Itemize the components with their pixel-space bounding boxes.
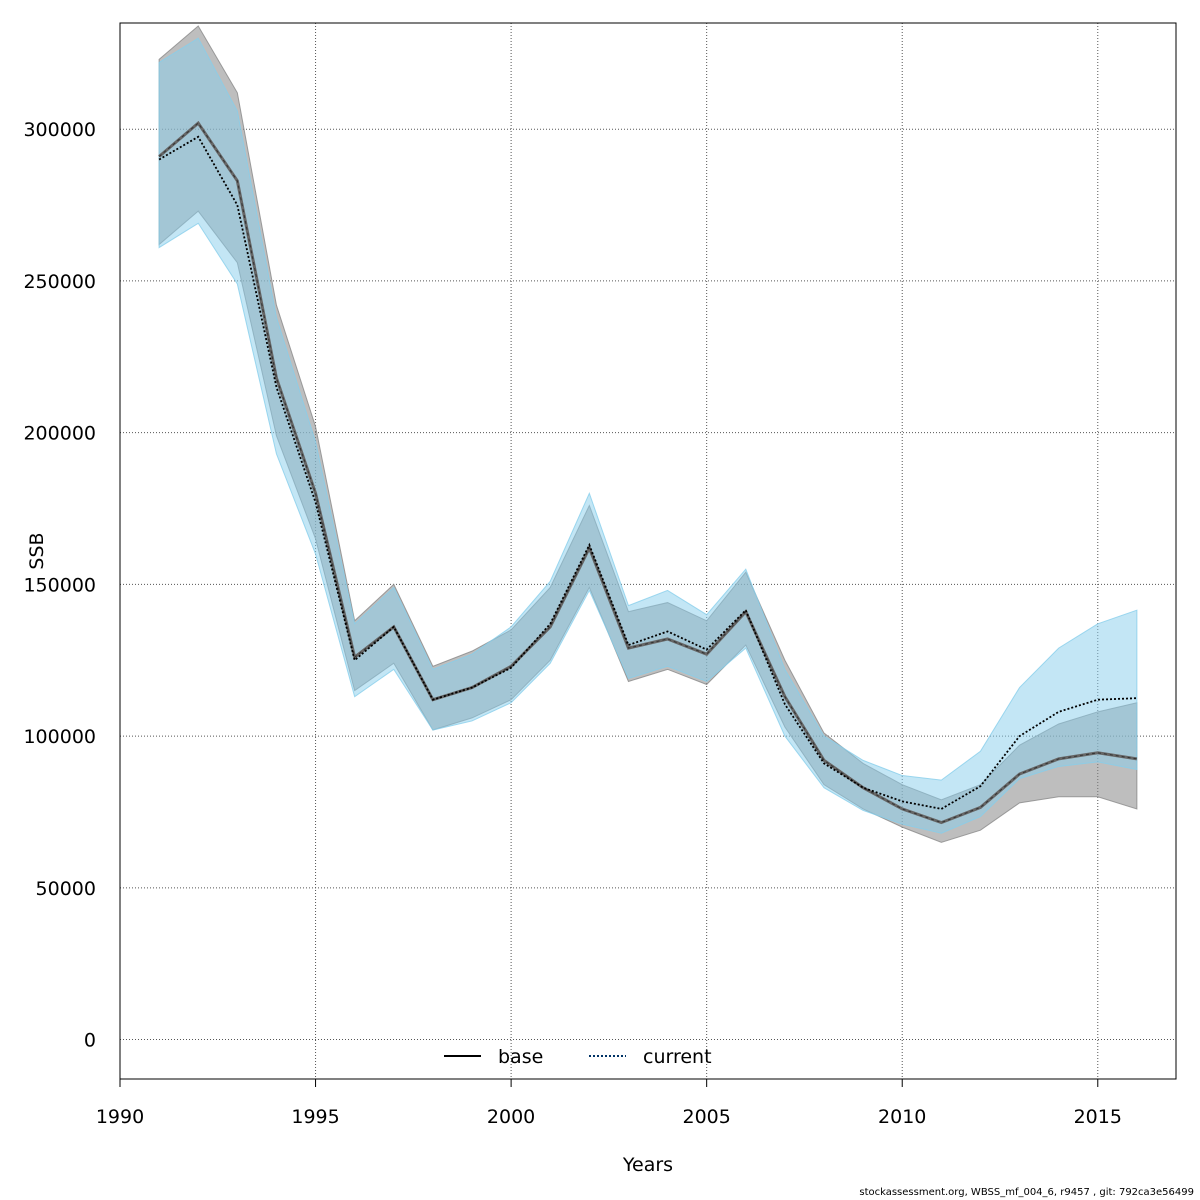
y-axis-title: SSB bbox=[26, 532, 48, 569]
line-current bbox=[158, 135, 1137, 810]
axes: 1990 1995 2000 2005 2010 2015 0 50000 100000 1500… bbox=[23, 119, 1121, 1128]
series-lines bbox=[158, 120, 1138, 825]
y-tick-label: 100000 bbox=[23, 726, 96, 748]
y-tick-label: 250000 bbox=[23, 271, 96, 293]
legend-label-base: base bbox=[498, 1046, 543, 1068]
x-tick-label: 2000 bbox=[487, 1106, 535, 1128]
x-tick-label: 2015 bbox=[1074, 1106, 1122, 1128]
grid-lines bbox=[120, 23, 1176, 1079]
x-axis-title: Years bbox=[622, 1154, 673, 1176]
band-current bbox=[158, 37, 1138, 834]
x-tick-label: 2010 bbox=[878, 1106, 926, 1128]
y-tick-label: 150000 bbox=[23, 574, 96, 596]
y-tick-label: 200000 bbox=[23, 423, 96, 445]
x-tick-label: 2005 bbox=[682, 1106, 730, 1128]
x-tick-label: 1990 bbox=[96, 1106, 144, 1128]
y-tick-label: 0 bbox=[84, 1030, 96, 1052]
footer-note: stockassessment.org, WBSS_mf_004_6, r945… bbox=[859, 1187, 1194, 1198]
y-tick-label: 50000 bbox=[36, 878, 96, 900]
legend-label-current: current bbox=[643, 1046, 712, 1068]
legend: base current bbox=[444, 1046, 712, 1068]
y-tick-label: 300000 bbox=[23, 119, 96, 141]
line-base bbox=[158, 120, 1138, 825]
confidence-bands bbox=[158, 25, 1138, 843]
plot-frame bbox=[119, 22, 1177, 1080]
x-tick-label: 1995 bbox=[291, 1106, 339, 1128]
